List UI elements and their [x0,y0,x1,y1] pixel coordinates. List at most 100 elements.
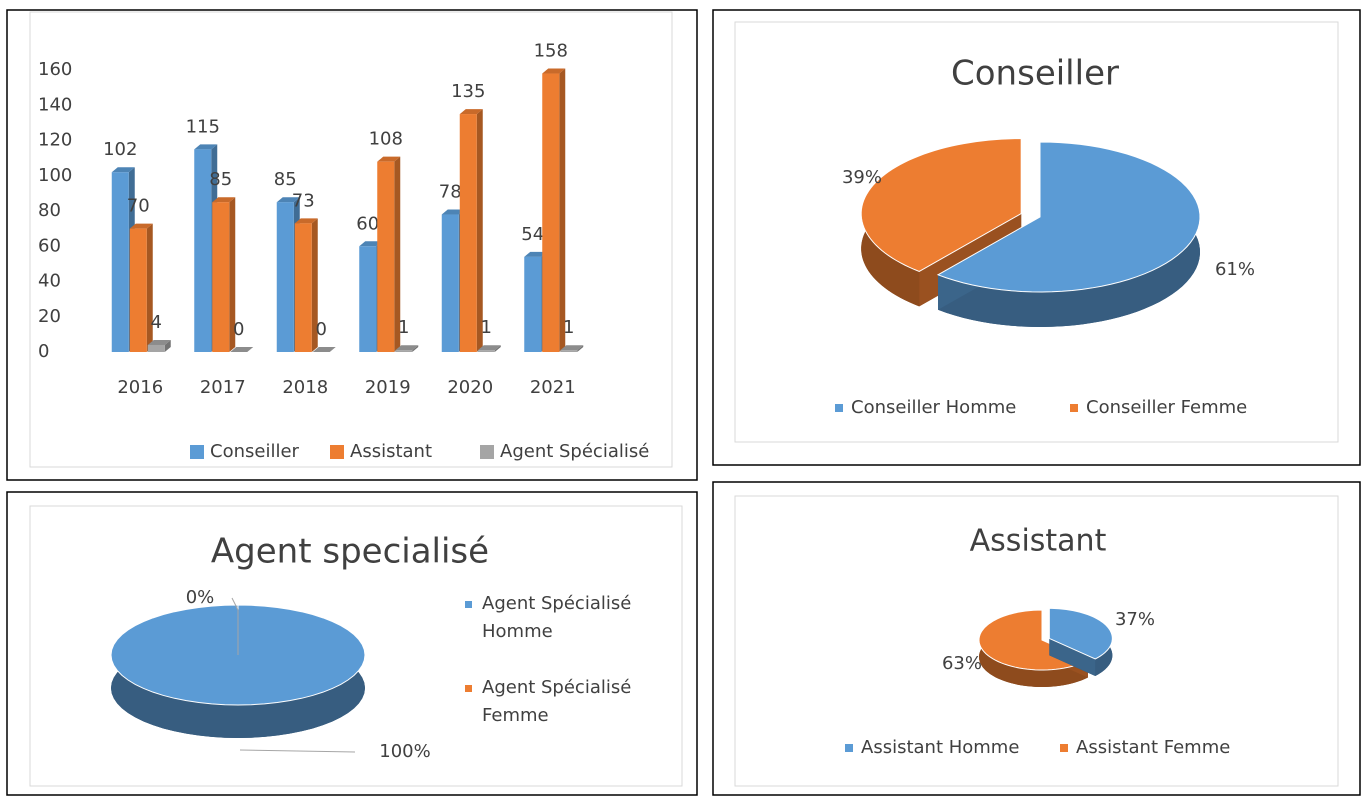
bar [129,228,147,352]
legend-item: Agent Spécialisé Femme [465,674,665,730]
bar-top [524,251,548,257]
bar [194,149,212,352]
y-tick-label: 140 [38,94,72,115]
legend-swatch [465,601,472,608]
data-label: 108 [369,129,403,150]
data-label: 73 [292,190,315,211]
y-tick-label: 80 [38,200,61,221]
bar-side [146,223,153,352]
data-label: 1 [481,317,492,338]
x-tick-label: 2020 [447,377,493,398]
data-label: 4 [151,312,162,333]
bar [147,344,165,352]
bar-top [212,197,236,203]
chart-title: Agent specialisé [211,532,489,572]
panel [712,481,1361,796]
data-label: 158 [534,41,568,62]
x-tick-label: 2017 [200,377,246,398]
panel [712,9,1361,466]
chart-area [734,495,1339,787]
bar-side [394,156,401,352]
bar [359,246,377,352]
legend-swatch [1070,404,1078,412]
data-label: 1 [563,317,574,338]
pie-slice [936,141,1201,293]
bar [111,172,129,352]
data-label: 0 [316,319,327,340]
bar-top [395,345,419,351]
chart-area [29,505,683,787]
data-label: 61% [1215,259,1255,280]
bar-side [229,197,236,352]
data-label: 0% [186,587,215,608]
y-tick-label: 100 [38,165,72,186]
bar [542,73,560,353]
data-label: 54 [521,224,544,245]
legend-label: Conseiller [210,441,300,462]
data-label: 60 [356,213,379,234]
bar-top [359,241,383,247]
legend-swatch [1060,744,1068,752]
legend: Agent Spécialisé Homme Agent Spécialisé F… [465,590,665,730]
bar-top [459,109,483,115]
pie-slice [860,138,1022,272]
legend-label: Agent Spécialisé Homme [482,593,632,642]
bar-top [312,347,336,352]
legend-item: Agent Spécialisé Homme [465,590,665,646]
bar-side [311,218,318,352]
bar [477,350,495,352]
data-label: 85 [209,169,232,190]
legend-swatch [845,744,853,752]
bar [276,202,294,352]
panel [6,491,698,796]
bar-side [559,68,566,353]
pie-slice [1048,607,1113,660]
legend-swatch [330,445,344,459]
y-tick-label: 160 [38,59,72,80]
bar [560,350,578,352]
legend-label: Conseiller Femme [1086,397,1247,418]
data-label: 78 [439,182,462,203]
bar [524,256,542,352]
bar-top [477,345,501,351]
bar-side [164,339,171,352]
data-label: 100% [379,741,430,762]
data-label: 102 [103,139,137,160]
x-tick-label: 2016 [117,377,163,398]
legend-swatch [190,445,204,459]
bar [459,114,477,352]
legend-swatch [465,685,472,692]
bar-side [412,345,419,352]
bar [294,223,312,352]
data-label: 115 [186,116,220,137]
x-tick-label: 2019 [365,377,411,398]
pie-side [1049,638,1096,676]
bar [377,161,395,352]
bar-top [194,144,218,150]
legend-label: Assistant Homme [861,737,1019,758]
bar-top [560,345,584,351]
legend-label: Agent Spécialisé [500,441,649,462]
bar-side [494,345,501,352]
bar-side [476,109,483,352]
chart-area [29,11,673,468]
chart-area [734,21,1339,443]
x-tick-label: 2021 [530,377,576,398]
legend-label: Assistant [350,441,432,462]
data-label: 135 [451,81,485,102]
y-tick-label: 120 [38,130,72,151]
legend-label: Agent Spécialisé Femme [482,677,632,726]
legend-label: Assistant Femme [1076,737,1230,758]
leader-line [231,597,239,655]
x-tick-label: 2018 [282,377,328,398]
data-label: 70 [127,196,150,217]
panel [6,9,698,481]
data-label: 1 [398,317,409,338]
data-label: 37% [1115,609,1155,630]
bar-top [129,223,153,229]
bar [441,214,459,352]
bar-top [441,209,465,215]
bar-top [147,339,171,345]
bar [395,350,413,352]
